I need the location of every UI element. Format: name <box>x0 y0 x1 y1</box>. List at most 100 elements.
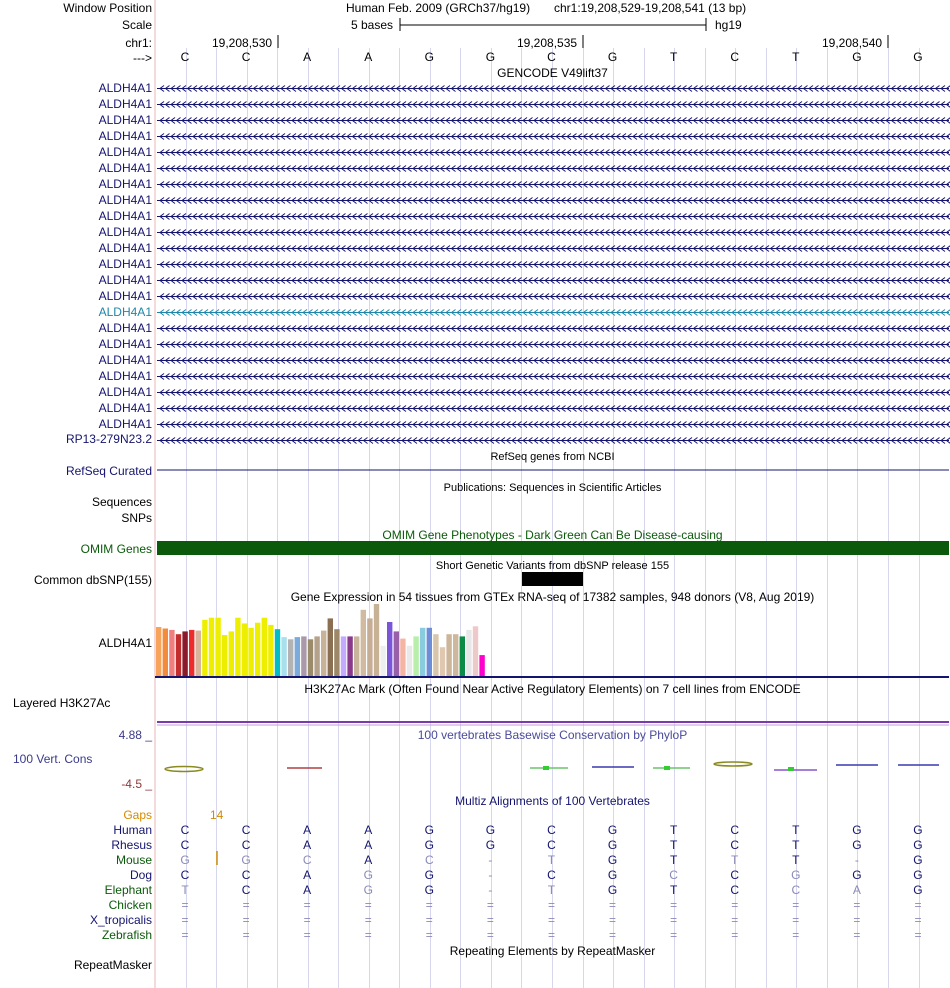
gtex-tissue-bar[interactable] <box>162 628 168 677</box>
gtex-tissue-bar[interactable] <box>373 604 380 676</box>
gene-model-line[interactable] <box>157 373 950 380</box>
gtex-tissue-bar[interactable] <box>261 617 267 676</box>
refseq-track-label[interactable]: RefSeq Curated <box>65 464 152 478</box>
gtex-tissue-bar[interactable] <box>175 634 182 676</box>
gtex-tissue-bar[interactable] <box>222 635 228 676</box>
gene-model-line[interactable] <box>157 149 950 156</box>
gtex-tissue-bar[interactable] <box>446 634 452 676</box>
gtex-tissue-bar[interactable] <box>208 617 215 676</box>
h3k27ac-signal[interactable] <box>157 721 949 726</box>
gene-label[interactable]: ALDH4A1 <box>98 225 152 239</box>
species-label[interactable]: Dog <box>129 868 152 882</box>
gtex-tissue-bar[interactable] <box>360 609 366 676</box>
species-label[interactable]: X_tropicalis <box>89 913 152 927</box>
omim-track-label[interactable]: OMIM Genes <box>80 542 152 556</box>
gene-label[interactable]: ALDH4A1 <box>98 305 152 319</box>
gene-model-line[interactable] <box>157 389 950 396</box>
gtex-tissue-bar[interactable] <box>189 629 195 676</box>
gene-label[interactable]: ALDH4A1 <box>98 145 152 159</box>
publications-track-label-1[interactable]: Sequences <box>91 495 152 509</box>
gene-label[interactable]: ALDH4A1 <box>98 353 152 367</box>
gene-model-line[interactable] <box>157 245 950 252</box>
gtex-tissue-bar[interactable] <box>281 637 287 676</box>
gene-label-rp13[interactable]: RP13-279N23.2 <box>65 432 152 446</box>
gtex-tissue-bar[interactable] <box>466 629 472 676</box>
gtex-tissue-bar[interactable] <box>439 647 446 676</box>
gene-label[interactable]: ALDH4A1 <box>98 337 152 351</box>
gtex-tissue-bar[interactable] <box>202 619 208 676</box>
gene-model-line[interactable] <box>157 181 950 188</box>
gtex-tissue-bar[interactable] <box>235 617 241 676</box>
dbsnp-track-label[interactable]: Common dbSNP(155) <box>33 573 152 587</box>
gene-label[interactable]: ALDH4A1 <box>98 369 152 383</box>
gene-model-line[interactable] <box>157 213 950 220</box>
position-readout[interactable]: chr1:19,208,529-19,208,541 (13 bp) <box>554 1 747 15</box>
gtex-tissue-bar[interactable] <box>288 639 294 676</box>
gene-model-line[interactable] <box>157 325 950 332</box>
species-label[interactable]: Human <box>113 823 152 837</box>
gtex-tissue-bar[interactable] <box>453 634 459 676</box>
gtex-tissue-bar[interactable] <box>433 634 439 676</box>
gtex-bar-chart[interactable] <box>156 604 485 676</box>
gtex-tissue-bar[interactable] <box>255 622 261 676</box>
gene-label[interactable]: ALDH4A1 <box>98 257 152 271</box>
gtex-track-label[interactable]: ALDH4A1 <box>98 636 152 650</box>
species-label[interactable]: Chicken <box>108 898 152 912</box>
gtex-tissue-bar[interactable] <box>347 636 353 676</box>
gtex-tissue-bar[interactable] <box>334 629 340 676</box>
gtex-tissue-bar[interactable] <box>228 631 234 676</box>
species-label[interactable]: Elephant <box>104 883 152 897</box>
gtex-tissue-bar[interactable] <box>215 617 221 676</box>
gene-label[interactable]: ALDH4A1 <box>98 401 152 415</box>
gtex-tissue-bar[interactable] <box>380 645 386 676</box>
gene-label[interactable]: ALDH4A1 <box>98 97 152 111</box>
gtex-tissue-bar[interactable] <box>327 618 333 676</box>
gtex-tissue-bar[interactable] <box>367 618 373 676</box>
h3k27ac-track-label[interactable]: Layered H3K27Ac <box>13 696 111 710</box>
gtex-tissue-bar[interactable] <box>182 631 188 676</box>
gtex-tissue-bar[interactable] <box>387 622 393 676</box>
gene-label[interactable]: ALDH4A1 <box>98 289 152 303</box>
gtex-tissue-bar[interactable] <box>195 630 201 676</box>
gene-label[interactable]: ALDH4A1 <box>98 417 152 431</box>
gene-model-line[interactable] <box>157 293 950 300</box>
gtex-tissue-bar[interactable] <box>393 631 399 676</box>
gene-model-line[interactable] <box>157 85 950 92</box>
gtex-tissue-bar[interactable] <box>472 626 479 676</box>
gene-model-line[interactable] <box>157 229 950 236</box>
gtex-tissue-bar[interactable] <box>459 636 465 676</box>
gene-label[interactable]: ALDH4A1 <box>98 177 152 191</box>
gtex-tissue-bar[interactable] <box>426 627 432 676</box>
gene-label[interactable]: ALDH4A1 <box>98 113 152 127</box>
gtex-tissue-bar[interactable] <box>400 638 406 676</box>
gene-label[interactable]: ALDH4A1 <box>98 81 152 95</box>
gene-model-line[interactable] <box>157 261 950 268</box>
species-label[interactable]: Mouse <box>115 853 152 867</box>
species-label[interactable]: Zebrafish <box>101 928 152 942</box>
gene-label[interactable]: ALDH4A1 <box>98 321 152 335</box>
gene-label[interactable]: ALDH4A1 <box>98 129 152 143</box>
gene-model-line[interactable] <box>157 101 950 108</box>
gene-label[interactable]: ALDH4A1 <box>98 241 152 255</box>
gene-model-line[interactable] <box>157 405 950 412</box>
gtex-tissue-bar[interactable] <box>268 624 274 676</box>
gtex-tissue-bar[interactable] <box>406 645 413 676</box>
gene-model-line[interactable] <box>157 117 950 124</box>
gene-model-line[interactable] <box>157 341 950 348</box>
gtex-tissue-bar[interactable] <box>307 639 314 676</box>
gene-model-line[interactable] <box>157 421 950 428</box>
gene-label[interactable]: ALDH4A1 <box>98 161 152 175</box>
gtex-tissue-bar[interactable] <box>274 629 281 676</box>
gtex-tissue-bar[interactable] <box>301 636 307 676</box>
gtex-tissue-bar[interactable] <box>169 629 175 676</box>
gene-model-line[interactable] <box>157 309 950 316</box>
species-label[interactable]: Rhesus <box>111 838 152 852</box>
omim-gene-bar[interactable] <box>157 541 949 555</box>
gtex-tissue-bar[interactable] <box>248 627 254 676</box>
gtex-tissue-bar[interactable] <box>413 636 419 676</box>
phylop-signal[interactable] <box>164 761 939 773</box>
gtex-tissue-bar[interactable] <box>156 627 162 676</box>
gene-model-line[interactable] <box>157 197 950 204</box>
gene-label[interactable]: ALDH4A1 <box>98 273 152 287</box>
